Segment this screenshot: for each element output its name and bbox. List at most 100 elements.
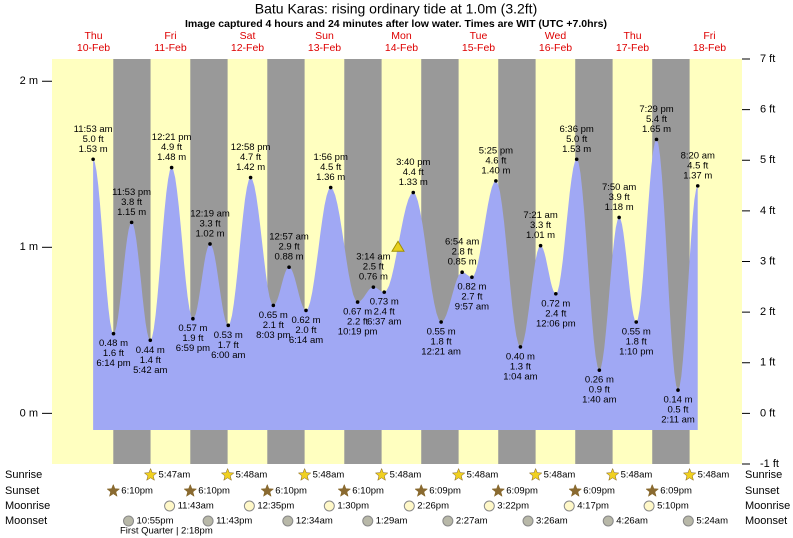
row-label: Moonrise	[745, 500, 790, 512]
tide-point	[208, 242, 212, 246]
y2-tick-label: 4 ft	[760, 205, 775, 217]
tide-label: 0.67 m	[343, 307, 372, 318]
sunset-time: 6:10pm	[198, 486, 230, 497]
sunrise-icon	[682, 467, 697, 481]
sunset-time: 6:10pm	[352, 486, 384, 497]
sunrise-icon	[374, 467, 389, 481]
row-label: Moonrise	[5, 500, 50, 512]
moonset-time: 2:27am	[456, 516, 488, 527]
tide-point	[304, 308, 308, 313]
tide-label: 1.02 m	[195, 228, 224, 239]
row-label: Moonset	[745, 515, 787, 527]
sunset-time: 6:09pm	[506, 486, 538, 497]
moonset-time: 4:26am	[616, 516, 648, 527]
moonrise-icon	[643, 500, 655, 512]
tide-label: 12:21 pm	[152, 132, 192, 143]
tide-point	[574, 157, 579, 162]
tide-label: 12:58 pm	[231, 142, 271, 153]
tide-point	[111, 331, 116, 336]
tide-point	[538, 243, 543, 248]
tide-label: 9:57 am	[455, 302, 489, 313]
y2-tick-label: -1 ft	[760, 458, 779, 470]
tide-area	[93, 139, 698, 430]
chart-subtitle: Image captured 4 hours and 24 minutes af…	[185, 18, 607, 30]
sunrise-icon	[143, 467, 158, 481]
tide-label: 2.1 ft	[263, 320, 284, 331]
tide-label: 1.8 ft	[626, 337, 647, 348]
tide-label: 5.0 ft	[83, 134, 104, 145]
tide-label: 4.7 ft	[240, 152, 261, 163]
tide-point	[597, 368, 602, 372]
sunset-icon	[645, 483, 660, 497]
tide-label: 0.65 m	[259, 310, 288, 321]
tide-label: 5.0 ft	[566, 134, 587, 145]
moonrise-time: 1:30pm	[337, 501, 369, 512]
tide-point	[494, 179, 498, 183]
y2-tick-label: 3 ft	[760, 255, 775, 267]
day-name: Fri	[164, 30, 176, 42]
tide-label: 12:21 am	[421, 347, 461, 358]
tide-point	[554, 291, 558, 296]
tide-label: 12:57 am	[269, 232, 309, 243]
sunset-time: 6:09pm	[429, 486, 461, 497]
sunset-icon	[337, 483, 352, 497]
tide-point	[355, 300, 360, 304]
tide-label: 1:40 am	[582, 395, 616, 406]
moonrise-icon	[483, 500, 495, 512]
tide-label: 12:06 pm	[536, 318, 576, 329]
moonrise-time: 3:22pm	[497, 501, 529, 512]
sunrise-time: 5:48am	[236, 470, 268, 481]
moonrise-time: 2:26pm	[417, 501, 449, 512]
tide-label: 0.48 m	[99, 338, 128, 349]
tide-point	[634, 320, 639, 324]
tide-label: 0.55 m	[622, 327, 651, 338]
moonset-time: 10:55pm	[137, 516, 174, 527]
tide-label: 1.8 ft	[431, 337, 452, 348]
y2-tick-label: 6 ft	[760, 104, 775, 116]
tide-label: 8:03 pm	[256, 330, 290, 341]
tide-label: 3.3 ft	[530, 220, 551, 231]
tide-point	[148, 338, 153, 343]
tide-label: 0.40 m	[506, 351, 535, 362]
moonset-icon	[682, 515, 694, 527]
tide-label: 1.65 m	[642, 124, 671, 135]
tide-label: 0.82 m	[457, 282, 486, 293]
sunrise-icon	[605, 467, 620, 481]
moonset-icon	[202, 515, 214, 527]
sunset-icon	[106, 483, 121, 497]
tide-label: 6:36 pm	[560, 124, 594, 135]
row-label: Sunrise	[5, 469, 42, 481]
y-tick-label: 2 m	[20, 75, 38, 87]
day-date: 15-Feb	[462, 42, 495, 54]
tide-label: 1.6 ft	[103, 348, 124, 359]
tide-label: 7:29 pm	[639, 104, 673, 115]
sunrise-time: 5:48am	[621, 470, 653, 481]
sunset-time: 6:10pm	[121, 486, 153, 497]
tide-label: 3.9 ft	[609, 192, 630, 203]
tide-label: 0.44 m	[136, 345, 165, 356]
tide-label: 0.76 m	[359, 272, 388, 283]
tide-label: 6:54 am	[445, 237, 479, 248]
tide-label: 0.55 m	[427, 327, 456, 338]
tide-label: 6:37 am	[367, 317, 401, 328]
tide-label: 1:10 pm	[619, 347, 653, 358]
tide-point	[129, 220, 134, 225]
tide-point	[518, 345, 523, 349]
moonset-icon	[602, 515, 614, 527]
moonset-icon	[362, 515, 374, 527]
moonrise-time: 4:17pm	[577, 501, 609, 512]
tide-label: 5.4 ft	[646, 114, 667, 125]
tide-label: 1.53 m	[79, 144, 108, 155]
tide-point	[271, 303, 276, 308]
tide-label: 2.7 ft	[461, 292, 482, 303]
day-name: Mon	[391, 30, 412, 42]
tide-point	[460, 270, 464, 275]
tide-label: 1:04 am	[503, 371, 537, 382]
sunrise-time: 5:48am	[313, 470, 345, 481]
tide-point	[248, 175, 253, 180]
tide-label: 1.36 m	[316, 172, 345, 183]
y2-tick-label: 1 ft	[760, 357, 775, 369]
tide-label: 1.15 m	[117, 207, 146, 218]
tide-label: 0.57 m	[178, 323, 207, 334]
day-date: 17-Feb	[616, 42, 649, 54]
